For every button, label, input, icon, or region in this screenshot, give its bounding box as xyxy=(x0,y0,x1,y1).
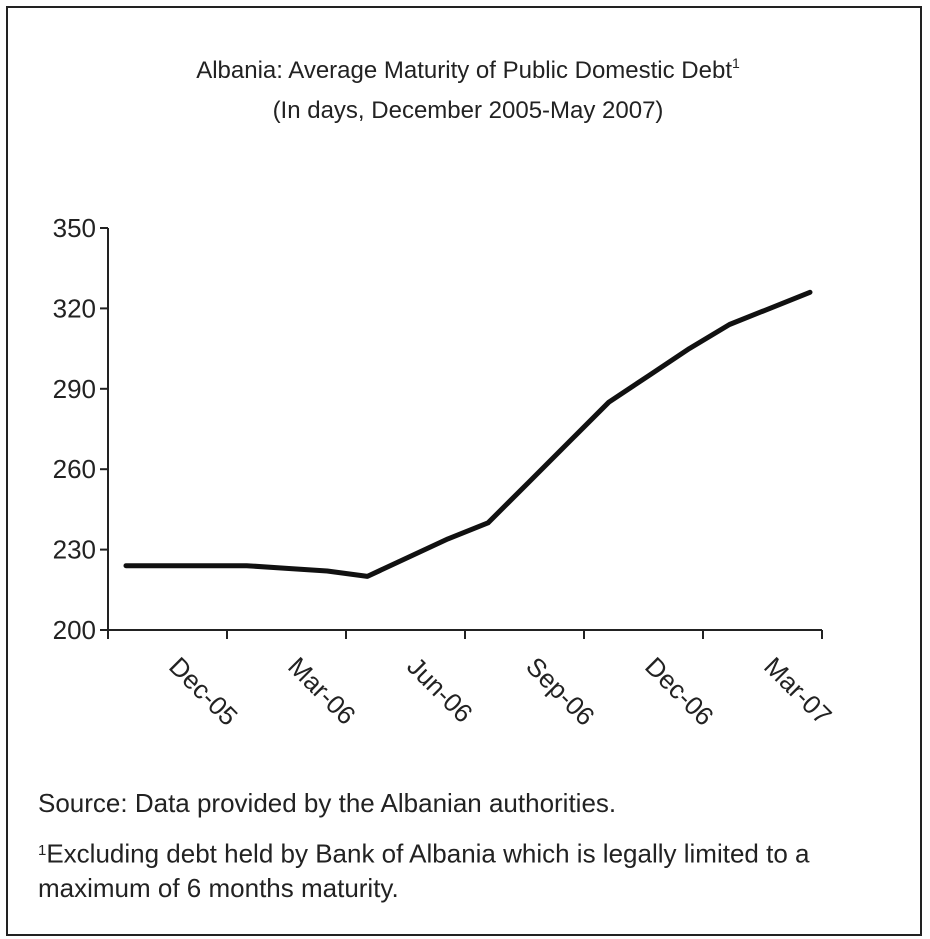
x-tick-label: Jun-06 xyxy=(401,651,478,728)
axes xyxy=(107,228,822,631)
x-tick-label: Dec-05 xyxy=(163,651,243,731)
y-tick-label: 350 xyxy=(53,213,96,243)
y-tick-label: 260 xyxy=(53,454,96,484)
y-axis-ticks: 200 230 260 290 320 350 xyxy=(53,213,108,645)
x-tick-label: Sep-06 xyxy=(520,651,600,731)
chart-title-text: Albania: Average Maturity of Public Dome… xyxy=(196,57,732,84)
footnote-line-1: Excluding debt held by Bank of Albania w… xyxy=(46,838,810,869)
footnote-mark: 1 xyxy=(38,842,47,859)
series-line xyxy=(123,289,813,579)
chart-subtitle: (In days, December 2005-May 2007) xyxy=(273,97,664,124)
x-tick-label: Mar-07 xyxy=(758,651,837,730)
y-tick-label: 320 xyxy=(53,293,96,323)
x-axis-ticks: Dec-05 Mar-06 Jun-06 Sep-06 Dec-06 Mar-07 xyxy=(107,630,838,732)
footnote: 1Excluding debt held by Bank of Albania … xyxy=(38,832,809,905)
x-tick-label: Dec-06 xyxy=(639,651,719,731)
footnote-line-2: maximum of 6 months maturity. xyxy=(38,872,399,903)
line-chart: Albania: Average Maturity of Public Dome… xyxy=(53,55,838,732)
y-tick-label: 230 xyxy=(53,535,96,565)
chart-title: Albania: Average Maturity of Public Dome… xyxy=(196,55,740,84)
y-tick-label: 200 xyxy=(53,615,96,645)
source-note: Source: Data provided by the Albanian au… xyxy=(38,788,617,818)
chart-frame: Albania: Average Maturity of Public Dome… xyxy=(6,6,922,936)
x-tick-label: Mar-06 xyxy=(282,651,361,730)
title-footnote-mark: 1 xyxy=(732,55,740,71)
y-tick-label: 290 xyxy=(53,374,96,404)
